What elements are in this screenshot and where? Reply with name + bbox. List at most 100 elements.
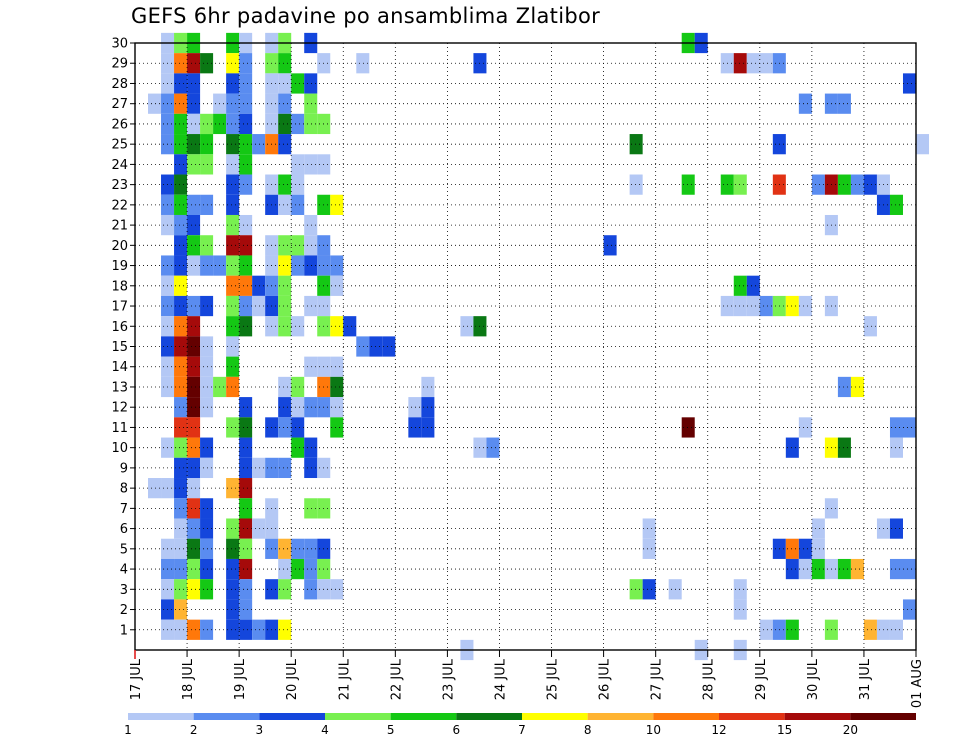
heatmap-cell: [174, 558, 188, 580]
heatmap-cell: [226, 478, 240, 499]
heatmap-cell: [226, 93, 240, 114]
y-tick-label: 21: [111, 219, 128, 234]
heatmap-cell: [200, 53, 214, 74]
colorbar-swatch: [522, 713, 588, 720]
heatmap-cell: [759, 53, 773, 74]
heatmap-cell: [174, 417, 188, 438]
heatmap-cell: [278, 457, 292, 479]
heatmap-cell: [252, 619, 266, 640]
heatmap-cell: [291, 154, 305, 175]
heatmap-cell: [863, 316, 877, 337]
heatmap-cell: [187, 316, 201, 337]
heatmap-cell: [226, 356, 240, 377]
heatmap-cell: [200, 397, 214, 418]
heatmap-cell: [629, 134, 643, 155]
colorbar-swatch: [390, 713, 457, 720]
heatmap-cell: [239, 579, 253, 600]
heatmap-cell: [187, 295, 201, 317]
heatmap-cell: [850, 558, 864, 580]
heatmap-cell: [837, 376, 851, 398]
x-tick-label: 31 JUL: [858, 658, 873, 700]
heatmap-cell: [187, 558, 201, 580]
heatmap-cell: [278, 93, 292, 114]
colorbar-label: 10: [646, 723, 661, 737]
heatmap-cell: [837, 174, 851, 195]
heatmap-cell: [187, 336, 201, 357]
heatmap-cell: [629, 174, 643, 195]
heatmap-cell: [902, 73, 916, 94]
heatmap-cell: [304, 214, 318, 236]
heatmap-cell: [187, 73, 201, 94]
heatmap-cell: [239, 93, 253, 114]
heatmap-cell: [174, 538, 188, 559]
heatmap-cell: [356, 336, 370, 357]
heatmap-cell: [174, 295, 188, 317]
heatmap-cell: [278, 255, 292, 276]
heatmap-cell: [187, 134, 201, 155]
heatmap-cell: [733, 295, 747, 317]
heatmap-cell: [226, 417, 240, 438]
heatmap-cell: [200, 336, 214, 357]
heatmap-cell: [278, 113, 292, 135]
heatmap-cell: [239, 113, 253, 135]
x-tick-label: 24 JUL: [493, 658, 508, 700]
heatmap-cell: [304, 113, 318, 135]
heatmap-cell: [278, 316, 292, 337]
colorbar-swatch: [456, 713, 522, 720]
heatmap-cell: [811, 518, 825, 539]
heatmap-cell: [174, 113, 188, 135]
heatmap-cell: [460, 316, 474, 337]
heatmap-cell: [902, 558, 916, 580]
heatmap-cell: [798, 538, 812, 559]
y-tick-label: 20: [111, 239, 128, 254]
heatmap-cell: [187, 214, 201, 236]
heatmap-cell: [291, 437, 305, 458]
heatmap-cell: [187, 235, 201, 256]
heatmap-cell: [174, 255, 188, 276]
heatmap-cell: [187, 579, 201, 600]
heatmap-cell: [330, 255, 344, 276]
heatmap-cell: [811, 558, 825, 580]
heatmap-cell: [304, 154, 318, 175]
heatmap-cell: [252, 295, 266, 317]
heatmap-cell: [187, 417, 201, 438]
heatmap-cell: [304, 579, 318, 600]
heatmap-cell: [785, 437, 799, 458]
heatmap-cell: [226, 579, 240, 600]
heatmap-cell: [239, 437, 253, 458]
heatmap-cell: [291, 558, 305, 580]
heatmap-cell: [174, 336, 188, 357]
heatmap-cell: [187, 498, 201, 519]
heatmap-cell: [239, 295, 253, 317]
heatmap-cell: [174, 397, 188, 418]
heatmap-cell: [200, 113, 214, 135]
heatmap-cell: [733, 53, 747, 74]
heatmap-cell: [174, 53, 188, 74]
heatmap-cell: [200, 437, 214, 458]
heatmap-cell: [408, 397, 422, 418]
heatmap-cell: [746, 295, 760, 317]
heatmap-cell: [746, 275, 760, 296]
heatmap-cell: [174, 356, 188, 377]
heatmap-cell: [226, 214, 240, 236]
heatmap-cell: [239, 599, 253, 620]
heatmap-cell: [733, 174, 747, 195]
heatmap-cell: [187, 53, 201, 74]
heatmap-cell: [187, 194, 201, 215]
heatmap-cell: [330, 275, 344, 296]
heatmap-cell: [733, 579, 747, 600]
heatmap-cell: [187, 397, 201, 418]
heatmap-cell: [785, 295, 799, 317]
heatmap-cell: [798, 295, 812, 317]
heatmap-cell: [174, 579, 188, 600]
heatmap-cell: [278, 53, 292, 74]
heatmap-cell: [239, 73, 253, 94]
heatmap-cell: [226, 376, 240, 398]
chart-title: GEFS 6hr padavine po ansamblima Zlatibor: [131, 4, 601, 28]
heatmap-cell: [239, 235, 253, 256]
y-tick-label: 1: [120, 623, 128, 638]
heatmap-cell: [304, 356, 318, 377]
x-tick-label: 28 JUL: [702, 658, 717, 700]
heatmap-cell: [798, 558, 812, 580]
colorbar: 1 2 3 4 5 6 7 8 10 12 15 20: [124, 713, 916, 737]
